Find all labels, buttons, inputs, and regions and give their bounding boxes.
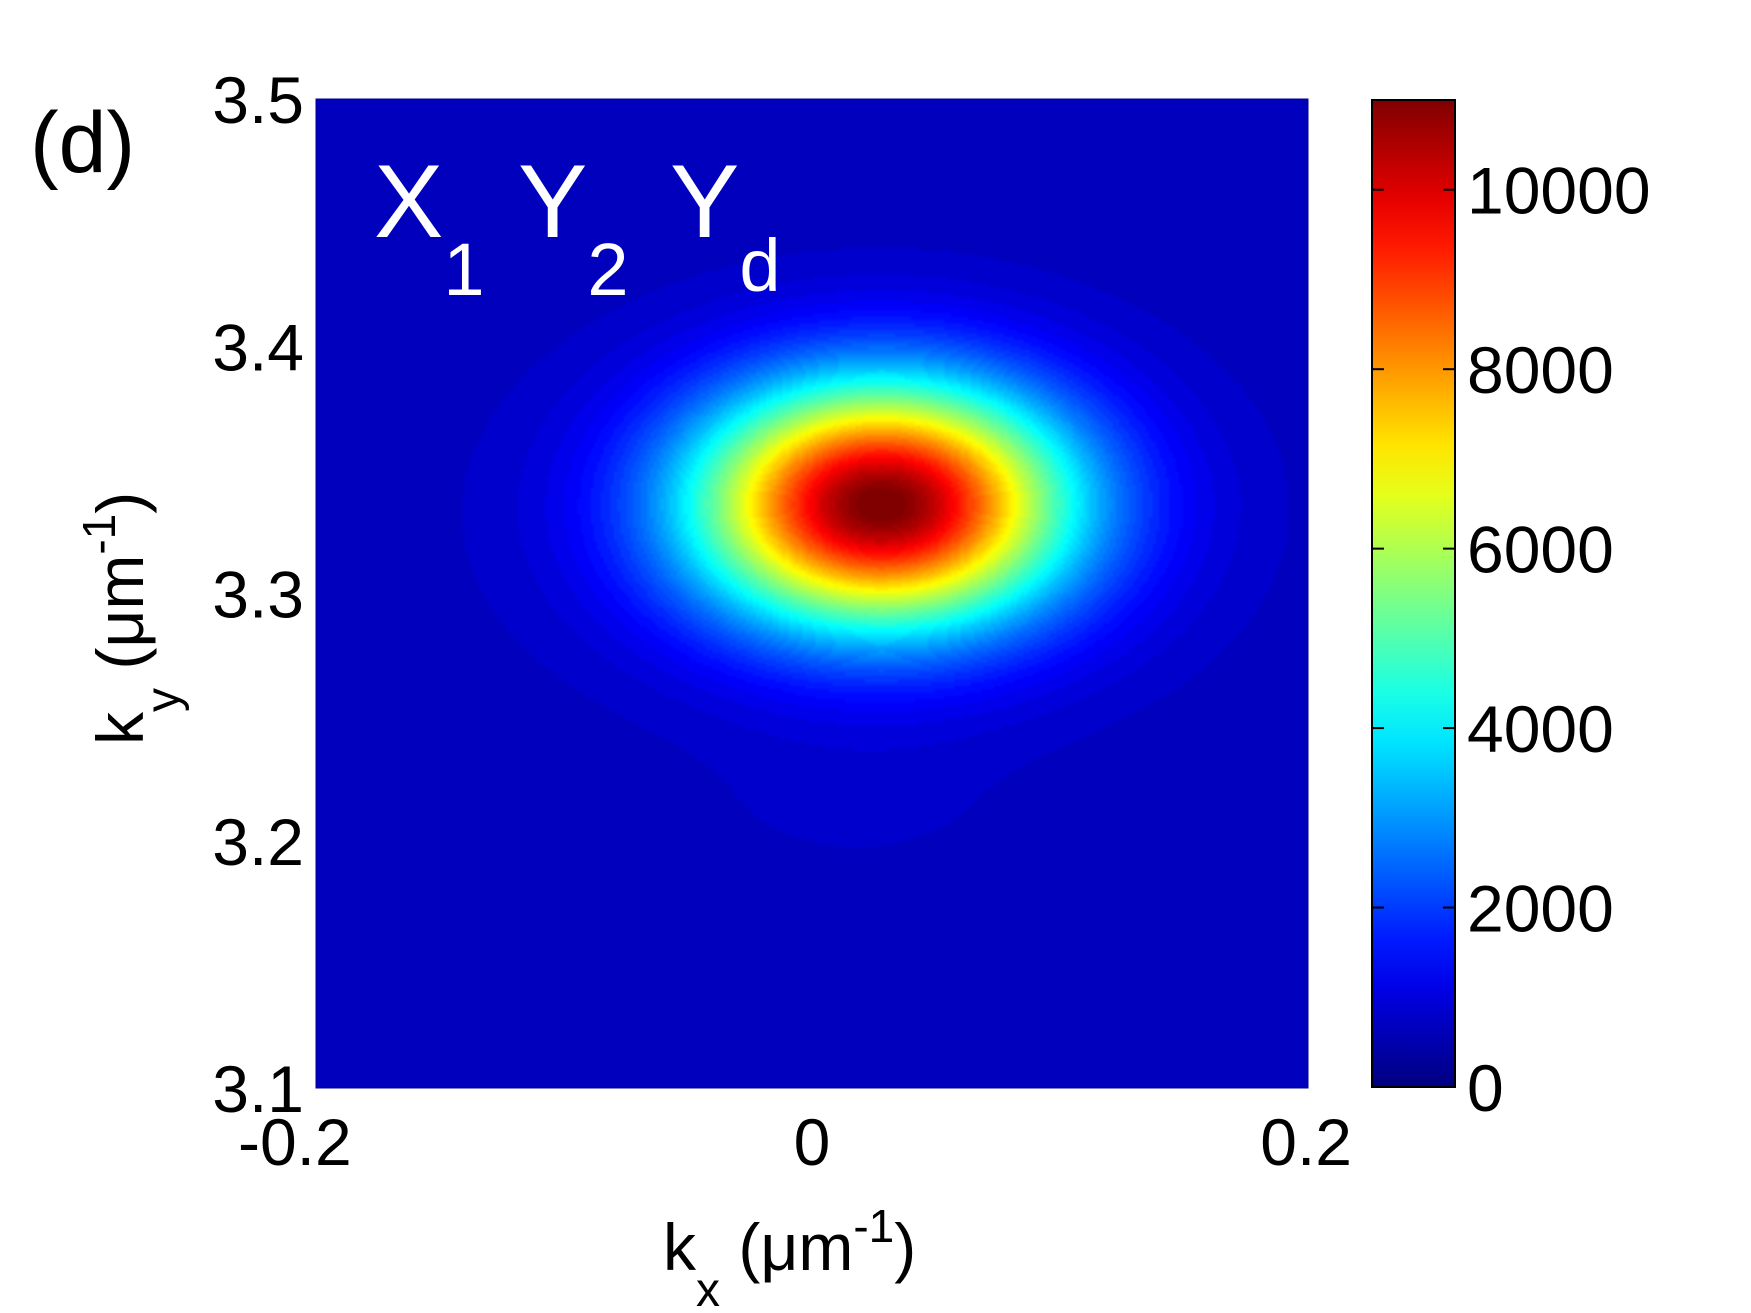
x-axis-ticks: -0.2 0 0.2 (238, 1105, 1352, 1179)
annotation-yd-sub: d (739, 224, 780, 307)
y-tick-label: 3.4 (212, 310, 304, 384)
colorbar-frame (1371, 99, 1456, 1088)
panel-label: (d) (30, 95, 135, 191)
annotation-x-sub: 1 (443, 228, 484, 311)
y-axis-label: ky (μm-1) (73, 492, 190, 745)
colorbar: 0 2000 4000 6000 8000 10000 (1371, 99, 1651, 1125)
x-axis-label-unit: (μm (720, 1210, 853, 1284)
x-axis-label-main: k (663, 1210, 697, 1284)
heatmap-image (316, 99, 1308, 1088)
annotation-yd-main: Y (670, 144, 739, 260)
annotation-y-main: Y (518, 144, 587, 260)
x-axis-label-close: ) (894, 1210, 916, 1284)
colorbar-gradient (1372, 100, 1455, 1087)
colorbar-tick-label: 0 (1467, 1051, 1504, 1125)
state-annotation: X1Y2Yd (374, 144, 781, 311)
y-axis-ticks: 3.1 3.2 3.3 3.4 3.5 (212, 63, 304, 1126)
x-tick-label: -0.2 (238, 1105, 352, 1179)
annotation-y-sub: 2 (587, 228, 628, 311)
x-axis-label-sup: -1 (853, 1200, 894, 1252)
y-axis-label-sup: -1 (73, 514, 125, 555)
y-tick-label: 3.3 (212, 558, 304, 632)
colorbar-tick-label: 4000 (1467, 692, 1614, 766)
plot-area (315, 98, 1309, 1089)
annotation-x-main: X (374, 144, 443, 260)
y-axis-label-sub: y (137, 688, 190, 712)
colorbar-tick-label: 6000 (1467, 513, 1614, 587)
y-tick-label: 3.5 (212, 63, 304, 137)
y-tick-label: 3.1 (212, 1052, 304, 1126)
x-axis-label-sub: x (696, 1264, 720, 1313)
y-axis-label-unit: (μm (83, 555, 157, 688)
y-tick-label: 3.2 (212, 805, 304, 879)
y-axis-label-close: ) (83, 492, 157, 514)
colorbar-tick-label: 2000 (1467, 872, 1614, 946)
x-tick-label: 0 (794, 1105, 831, 1179)
x-axis-label: kx (μm-1) (663, 1200, 916, 1313)
y-axis-label-main: k (83, 711, 157, 745)
plot-frame (315, 98, 1309, 1089)
colorbar-tick-label: 10000 (1467, 154, 1651, 228)
x-tick-label: 0.2 (1260, 1105, 1352, 1179)
colorbar-ticks: 0 2000 4000 6000 8000 10000 (1372, 154, 1651, 1125)
colorbar-tick-label: 8000 (1467, 333, 1614, 407)
